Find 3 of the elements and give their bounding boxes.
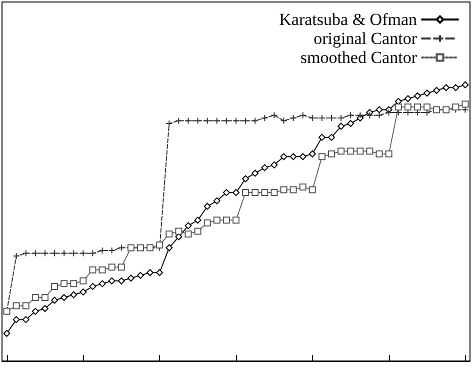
legend-label: original Cantor <box>314 29 418 48</box>
legend-label: Karatsuba & Ofman <box>279 10 418 29</box>
legend-label: smoothed Cantor <box>300 48 418 67</box>
